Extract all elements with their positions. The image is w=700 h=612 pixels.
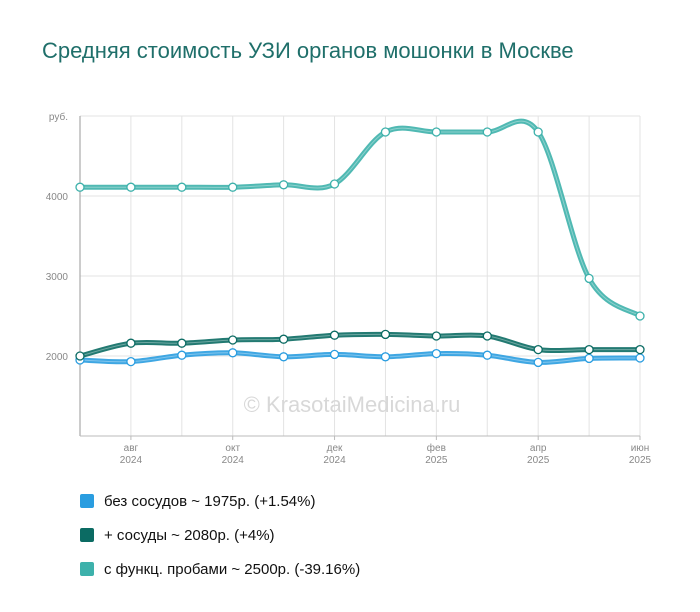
series-line-3 bbox=[77, 118, 643, 319]
line-chart: 200030004000руб.авг2024окт2024дек2024фев… bbox=[46, 111, 652, 466]
grid bbox=[80, 115, 641, 436]
data-point bbox=[635, 344, 645, 355]
data-point bbox=[584, 353, 594, 364]
data-point bbox=[431, 348, 442, 359]
data-point bbox=[584, 273, 594, 284]
data-point bbox=[177, 182, 187, 192]
data-point bbox=[126, 356, 136, 367]
x-tick-year: 2025 bbox=[527, 455, 550, 466]
data-point bbox=[329, 349, 340, 360]
series-points bbox=[75, 127, 645, 368]
data-point bbox=[533, 127, 543, 137]
data-point bbox=[278, 334, 289, 344]
x-tick-month: дек bbox=[327, 443, 343, 454]
data-point bbox=[126, 182, 136, 192]
legend-swatch bbox=[80, 562, 94, 576]
data-point bbox=[482, 127, 492, 137]
data-point bbox=[329, 179, 340, 189]
series-line-2 bbox=[77, 331, 643, 359]
data-point bbox=[584, 344, 594, 355]
data-point bbox=[482, 350, 492, 360]
x-tick-month: фев bbox=[427, 442, 446, 454]
x-tick-month: апр bbox=[530, 443, 547, 454]
legend-item-vessels[interactable]: + сосуды ~ 2080р. (+4%) bbox=[80, 518, 360, 552]
data-point bbox=[431, 127, 442, 137]
legend-item-no-vessels[interactable]: без сосудов ~ 1975р. (+1.54%) bbox=[80, 484, 360, 518]
chart-title: Средняя стоимость УЗИ органов мошонки в … bbox=[42, 38, 574, 63]
data-point bbox=[533, 344, 543, 355]
data-point bbox=[278, 180, 289, 190]
x-tick-month: июн bbox=[631, 443, 650, 454]
data-point bbox=[126, 338, 136, 348]
x-tick-year: 2025 bbox=[629, 455, 652, 466]
x-tick-year: 2025 bbox=[425, 455, 448, 466]
data-point bbox=[482, 331, 492, 341]
data-point bbox=[177, 338, 187, 348]
y-tick-label: руб. bbox=[49, 111, 68, 123]
x-tick-year: 2024 bbox=[120, 455, 143, 466]
y-tick-label: 4000 bbox=[46, 192, 69, 203]
watermark: © KrasotaiMedicina.ru bbox=[244, 392, 461, 417]
data-point bbox=[635, 353, 645, 363]
x-tick-year: 2024 bbox=[222, 455, 245, 466]
data-point bbox=[278, 352, 289, 362]
legend-swatch bbox=[80, 494, 94, 508]
y-tick-label: 3000 bbox=[46, 272, 69, 283]
data-point bbox=[380, 127, 391, 137]
data-point bbox=[380, 329, 391, 340]
data-point bbox=[177, 350, 187, 360]
legend-label: + сосуды ~ 2080р. (+4%) bbox=[104, 526, 275, 544]
axes: 200030004000руб.авг2024окт2024дек2024фев… bbox=[46, 111, 652, 466]
data-point bbox=[431, 331, 442, 341]
series-line-highlight bbox=[80, 120, 641, 317]
x-tick-year: 2024 bbox=[323, 455, 346, 466]
data-point bbox=[329, 330, 340, 340]
data-point bbox=[75, 351, 85, 361]
x-tick-month: авг bbox=[124, 443, 139, 454]
y-tick-label: 2000 bbox=[46, 352, 69, 363]
data-point bbox=[635, 311, 645, 321]
data-point bbox=[228, 335, 238, 345]
x-tick-month: окт bbox=[225, 443, 240, 454]
data-point bbox=[533, 357, 543, 368]
legend: без сосудов ~ 1975р. (+1.54%) + сосуды ~… bbox=[80, 484, 360, 586]
data-point bbox=[228, 182, 238, 192]
data-point bbox=[228, 348, 238, 358]
data-point bbox=[75, 182, 85, 192]
data-point bbox=[380, 352, 391, 362]
legend-label: без сосудов ~ 1975р. (+1.54%) bbox=[104, 492, 316, 510]
legend-swatch bbox=[80, 528, 94, 542]
series-lines bbox=[77, 118, 643, 365]
legend-label: с функц. пробами ~ 2500р. (-39.16%) bbox=[104, 560, 361, 578]
legend-item-functional-tests[interactable]: с функц. пробами ~ 2500р. (-39.16%) bbox=[80, 552, 360, 586]
